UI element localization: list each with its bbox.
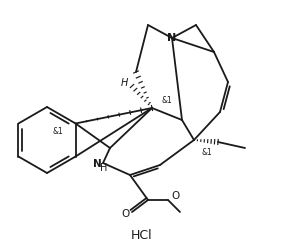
Text: O: O [171,191,179,201]
Text: &1: &1 [162,96,173,105]
Text: H: H [120,78,128,88]
Text: HCl: HCl [131,229,153,242]
Text: H: H [100,163,108,173]
Text: &1: &1 [202,147,213,157]
Text: N: N [167,33,177,43]
Text: O: O [121,209,129,219]
Text: N: N [93,159,102,169]
Text: &1: &1 [53,127,64,136]
